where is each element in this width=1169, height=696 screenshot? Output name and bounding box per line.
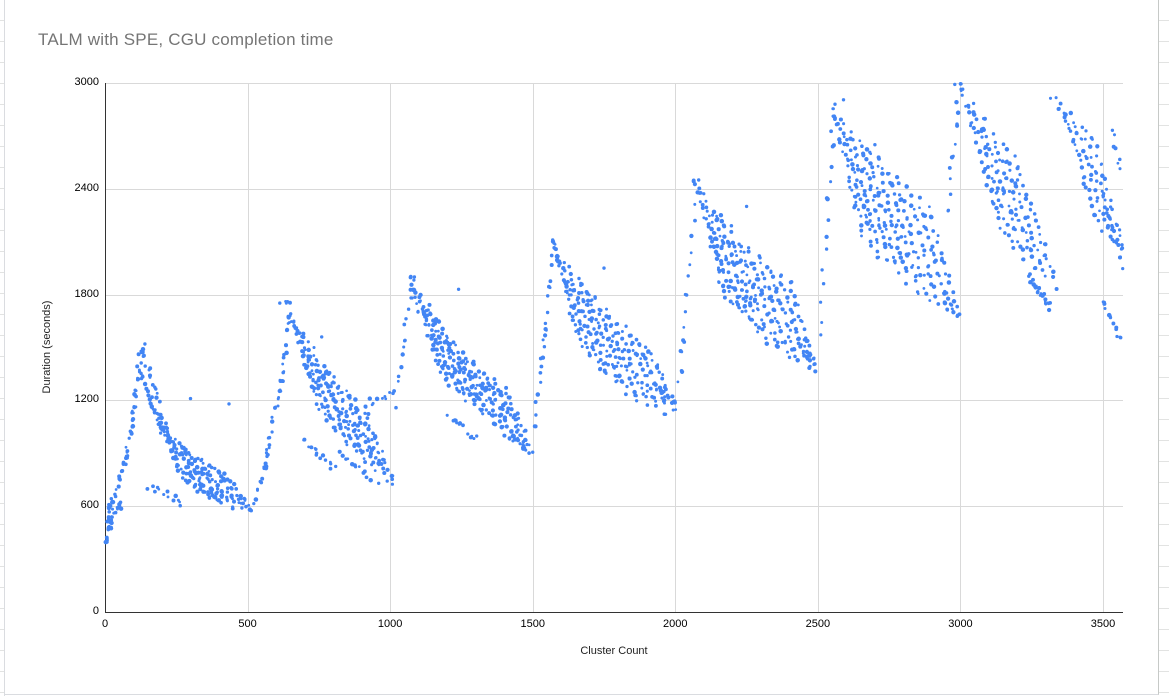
y-tick-label: 1800 <box>74 287 99 300</box>
gridlines <box>105 83 1123 613</box>
y-tick-label: 2400 <box>74 181 99 194</box>
x-tick-label: 1500 <box>520 618 545 630</box>
x-axis-title: Cluster Count <box>580 645 648 657</box>
x-tick-label: 0 <box>101 618 109 630</box>
x-tick-label: 1000 <box>377 618 403 630</box>
x-tick-label: 3500 <box>1090 618 1116 630</box>
y-axis-title: Duration (seconds) <box>41 300 53 394</box>
x-tick-label: 2000 <box>663 618 688 630</box>
x-tick-label: 2500 <box>805 618 831 630</box>
y-tick-label: 0 <box>92 605 99 617</box>
chart-title: TALM with SPE, CGU completion time <box>38 30 334 49</box>
y-tick-label: 1200 <box>74 393 99 406</box>
x-tick-label: 3000 <box>948 618 973 630</box>
scatter-points <box>103 82 1125 545</box>
y-tick-label: 600 <box>80 499 99 512</box>
y-tick-label: 3000 <box>74 76 99 88</box>
x-tick-label: 500 <box>238 618 257 630</box>
